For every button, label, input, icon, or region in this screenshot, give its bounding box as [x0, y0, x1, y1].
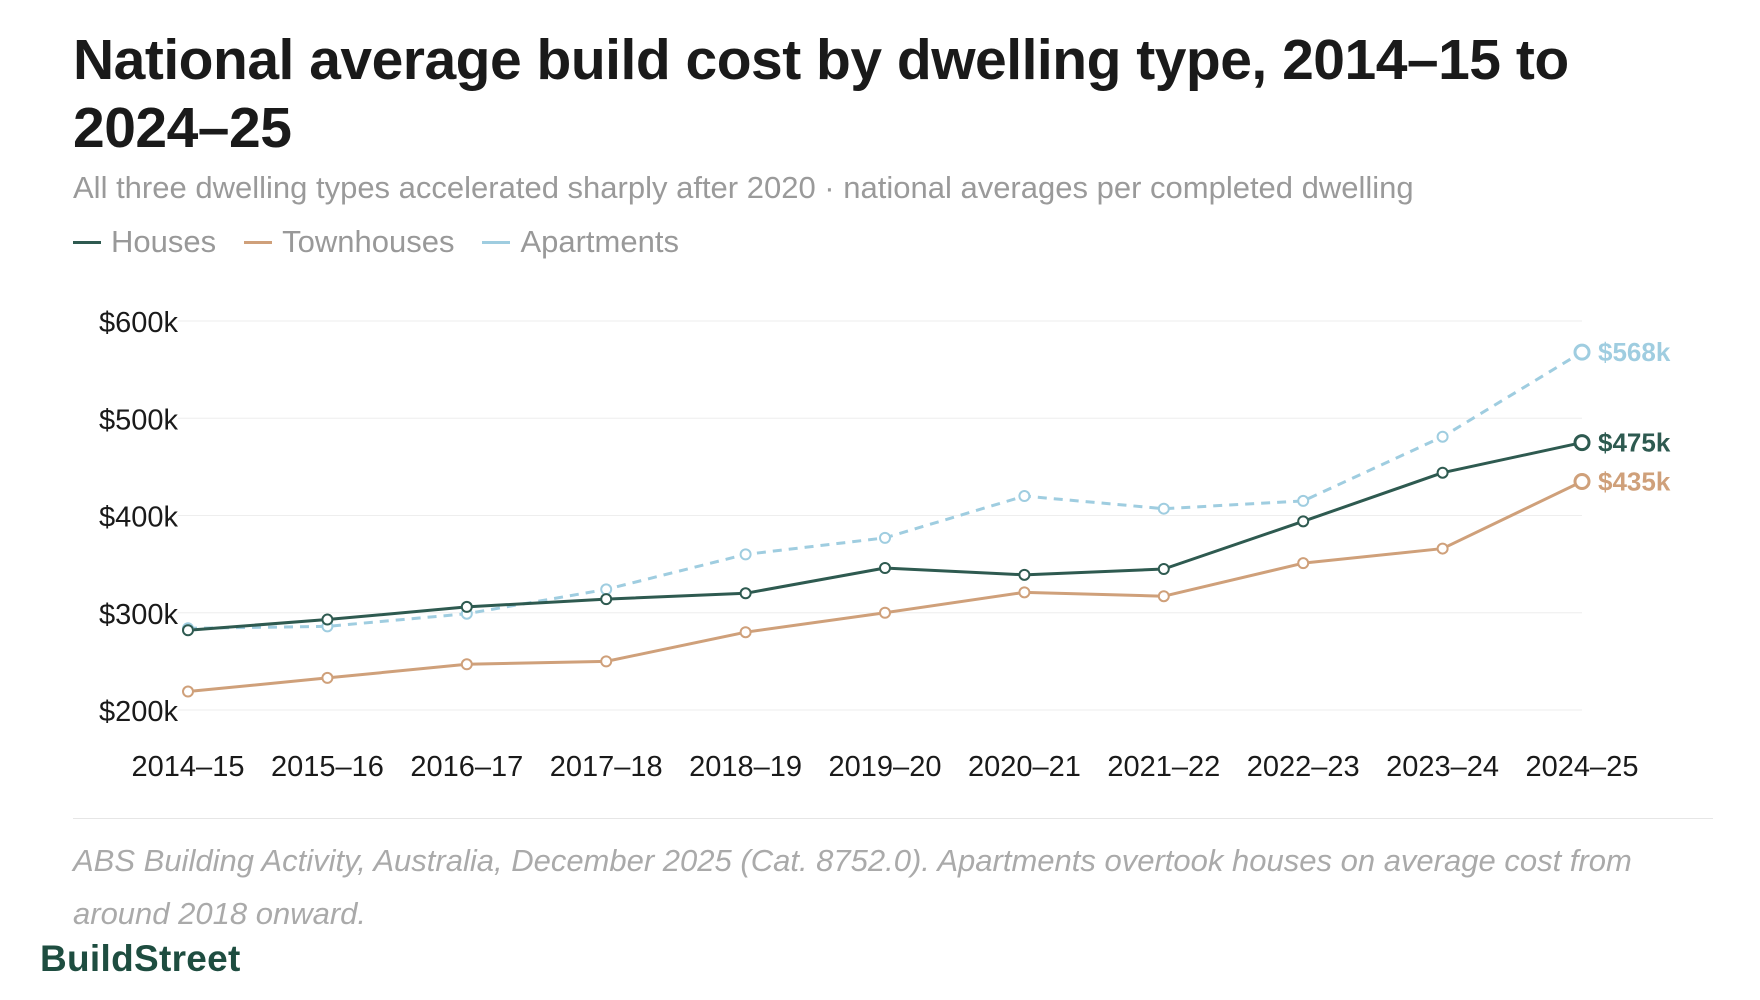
data-point-townhouses — [321, 671, 334, 684]
data-point-townhouses — [460, 658, 473, 671]
legend-item-houses: Houses — [73, 224, 216, 260]
footer-divider — [73, 818, 1713, 819]
x-tick-label: 2019–20 — [829, 751, 942, 783]
data-point-houses — [1297, 515, 1310, 528]
data-point-apartments — [1573, 343, 1591, 361]
data-point-houses — [1157, 562, 1170, 575]
data-point-townhouses — [182, 685, 194, 698]
x-tick-label: 2022–23 — [1247, 751, 1360, 783]
chart-subtitle: All three dwelling types accelerated sha… — [73, 170, 1414, 205]
data-point-houses — [739, 587, 752, 600]
y-tick-label: $300k — [99, 599, 179, 631]
data-point-townhouses — [1297, 557, 1310, 570]
x-tick-label: 2024–25 — [1526, 751, 1639, 783]
data-point-townhouses — [1157, 590, 1170, 603]
x-tick-label: 2016–17 — [410, 751, 523, 783]
data-point-apartments — [1436, 430, 1449, 443]
legend-label-townhouses: Townhouses — [282, 224, 455, 259]
data-point-houses — [182, 624, 194, 637]
data-point-houses — [460, 600, 473, 613]
data-point-townhouses — [1436, 542, 1449, 555]
x-tick-label: 2020–21 — [968, 751, 1081, 783]
data-point-houses — [600, 593, 613, 606]
data-point-apartments — [1018, 490, 1031, 503]
data-point-apartments — [1157, 502, 1170, 515]
data-point-townhouses — [1573, 472, 1591, 490]
line-chart: $200k $300k $400k $500k $600k 2014–15 2015–16 2… — [99, 307, 1671, 783]
data-point-houses — [1018, 568, 1031, 581]
legend-swatch-townhouses — [244, 240, 273, 244]
data-point-townhouses — [600, 655, 613, 668]
end-label-houses: $475k — [1598, 428, 1671, 458]
legend-item-townhouses: Townhouses — [244, 224, 454, 260]
data-point-houses — [321, 613, 334, 626]
data-point-houses — [1573, 434, 1591, 452]
legend-swatch-houses — [73, 240, 101, 244]
x-tick-label: 2018–19 — [689, 751, 802, 783]
x-tick-label: 2017–18 — [550, 751, 663, 783]
y-tick-label: $200k — [99, 696, 179, 728]
x-tick-label: 2021–22 — [1107, 751, 1220, 783]
data-point-townhouses — [1018, 586, 1031, 599]
data-point-apartments — [1297, 494, 1310, 507]
y-tick-label: $500k — [99, 404, 179, 436]
y-tick-label: $600k — [99, 307, 179, 339]
data-point-houses — [879, 562, 891, 575]
data-point-apartments — [739, 548, 752, 561]
series-line-apartments — [187, 350, 1583, 630]
end-label-apartments: $568k — [1598, 337, 1671, 367]
data-point-apartments — [879, 531, 891, 544]
data-point-townhouses — [739, 626, 752, 639]
data-point-townhouses — [879, 606, 891, 619]
series-line-townhouses — [187, 480, 1583, 694]
legend-label-apartments: Apartments — [520, 224, 679, 259]
data-point-houses — [1436, 466, 1449, 479]
legend-label-houses: Houses — [111, 224, 217, 259]
source-note: ABS Building Activity, Australia, Decemb… — [73, 843, 1632, 931]
end-label-townhouses: $435k — [1598, 466, 1671, 496]
legend: Houses Townhouses Apartments — [73, 224, 679, 260]
x-tick-label: 2014–15 — [132, 751, 245, 783]
data-point-apartments — [600, 583, 613, 596]
legend-item-apartments: Apartments — [482, 224, 679, 260]
chart-title: National average build cost by dwelling … — [73, 28, 1569, 160]
y-tick-label: $400k — [99, 502, 179, 534]
legend-swatch-apartments — [482, 240, 511, 244]
brand-logo: BuildStreet — [40, 938, 241, 979]
x-tick-label: 2023–24 — [1386, 751, 1499, 783]
x-tick-label: 2015–16 — [271, 751, 384, 783]
